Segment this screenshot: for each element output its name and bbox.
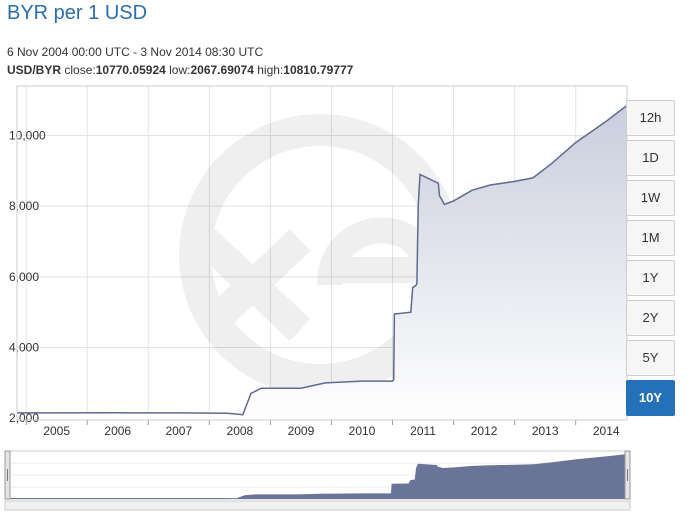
range-1y-button[interactable]: 1Y [626,260,675,296]
x-tick-label: 2010 [349,424,376,438]
y-tick-label: 2,000 [9,411,39,425]
x-tick-label: 2007 [165,424,192,438]
range-1m-button[interactable]: 1M [626,220,675,256]
x-tick-label: 2008 [227,424,254,438]
range-10y-button[interactable]: 10Y [626,380,675,416]
rate-area [16,104,628,421]
high-value: 10810.79777 [283,63,354,77]
quote-stats: USD/BYR close:10770.05924 low:2067.69074… [7,63,353,77]
y-tick-label: 10,000 [9,128,46,142]
x-tick-label: 2012 [471,424,498,438]
low-label: low: [169,63,191,77]
range-buttons: 12h 1D 1W 1M 1Y 2Y 5Y 10Y [626,100,675,420]
range-1w-button[interactable]: 1W [626,180,675,216]
series-area-fill [17,105,627,421]
close-value: 10770.05924 [95,63,166,77]
y-tick-label: 4,000 [9,341,39,355]
high-label: high: [257,63,284,77]
x-tick-label: 2011 [410,424,436,438]
x-tick-label: 2006 [104,424,131,438]
range-1d-button[interactable]: 1D [626,140,675,176]
chart-title: BYR per 1 USD [7,2,148,24]
x-tick-label: 2013 [532,424,559,438]
series-line [17,104,628,416]
x-tick-label: 2014 [593,424,620,438]
low-value: 2067.69074 [190,63,254,77]
range-12h-button[interactable]: 12h [626,100,675,136]
x-tick-label: 2005 [43,424,70,438]
x-tick-label: 2009 [288,424,315,438]
range-5y-button[interactable]: 5Y [626,340,675,376]
y-tick-label: 8,000 [9,199,39,213]
date-range: 6 Nov 2004 00:00 UTC - 3 Nov 2014 08:30 … [7,45,264,59]
navigator[interactable] [4,450,631,511]
range-2y-button[interactable]: 2Y [626,300,675,336]
navigator-scrollbar[interactable] [4,500,631,511]
pair-label: USD/BYR [7,63,62,77]
close-label: close: [64,63,96,77]
navigator-area [5,453,630,499]
y-tick-label: 6,000 [9,270,39,284]
